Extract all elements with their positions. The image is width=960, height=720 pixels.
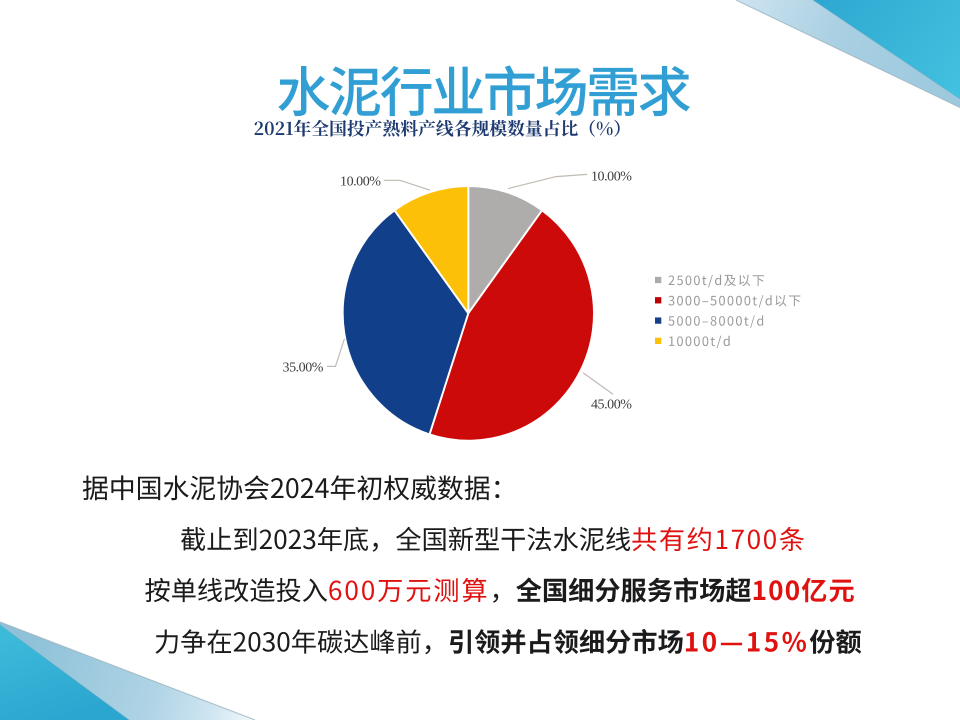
svg-text:35.00%: 35.00% xyxy=(283,361,324,376)
svg-text:10.00%: 10.00% xyxy=(591,170,632,185)
svg-text:10.00%: 10.00% xyxy=(340,175,381,190)
svg-text:45.00%: 45.00% xyxy=(591,398,632,413)
